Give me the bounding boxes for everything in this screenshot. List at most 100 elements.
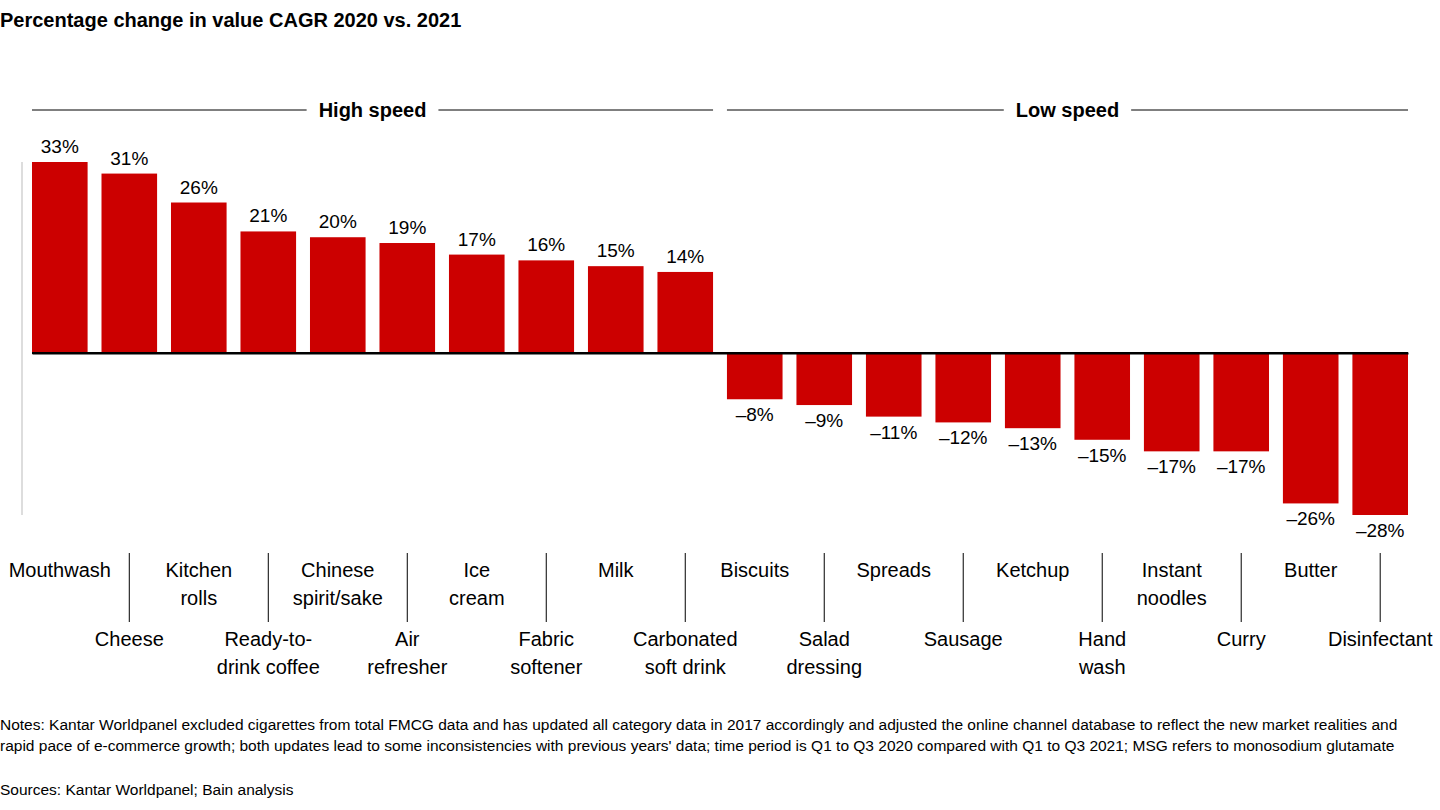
x-tick: Chinese spirit/sake (293, 353, 383, 609)
bar (796, 353, 852, 405)
label-leader (407, 553, 408, 622)
group-rule (438, 110, 713, 111)
x-tick-label: Sausage (924, 628, 1003, 650)
x-tick-label-line: Air (395, 628, 420, 650)
label-leader (546, 553, 547, 622)
x-tick-label-line: Curry (1217, 628, 1266, 650)
bars (32, 162, 1408, 515)
x-tick: Disinfectant (1328, 353, 1433, 650)
x-tick: Spreads (856, 353, 931, 581)
bar (310, 237, 366, 353)
bar (1144, 353, 1200, 451)
x-tick-label-line: Carbonated (633, 628, 738, 650)
bar (657, 272, 713, 353)
data-label: 26% (180, 177, 218, 198)
bar (1283, 353, 1339, 503)
x-tick-label-line: dressing (786, 656, 862, 678)
x-tick: Kitchen rolls (165, 353, 232, 609)
x-tick: Hand wash (1078, 353, 1126, 678)
x-tick: Ready-to-drink coffee (217, 353, 320, 678)
data-label: –28% (1356, 520, 1405, 541)
x-tick-label-line: Spreads (856, 559, 931, 581)
bar (1074, 353, 1130, 440)
data-label: 17% (458, 229, 496, 250)
label-leader (1102, 553, 1103, 622)
x-tick-label-line: wash (1078, 656, 1126, 678)
bar (588, 266, 644, 353)
x-tick-label-line: Cheese (95, 628, 164, 650)
label-leader (685, 553, 686, 622)
group-label: High speed (319, 99, 427, 121)
group-rule (32, 110, 307, 111)
x-tick-label: Carbonatedsoft drink (633, 628, 738, 678)
x-tick-label-line: rolls (180, 587, 217, 609)
bar (32, 162, 88, 353)
x-tick: Saladdressing (786, 353, 862, 678)
x-tick: Sausage (924, 353, 1003, 650)
x-tick: Ketchup (996, 353, 1069, 581)
x-tick-label-line: Ice (463, 559, 490, 581)
label-leader (824, 553, 825, 622)
x-tick-label-line: refresher (367, 656, 447, 678)
x-tick-label-line: spirit/sake (293, 587, 383, 609)
x-tick-label: Icecream (449, 559, 505, 609)
title: Percentage change in value CAGR 2020 vs.… (0, 9, 461, 31)
bar (1213, 353, 1269, 451)
x-tick-label: Instantnoodles (1137, 559, 1207, 609)
x-tick-label: Disinfectant (1328, 628, 1433, 650)
text-line: rapid pace of e-commerce growth; both up… (0, 737, 1394, 754)
data-label: –17% (1217, 456, 1266, 477)
x-tick-label-line: drink coffee (217, 656, 320, 678)
x-tick-label: Fabricsoftener (510, 628, 583, 678)
data-label: 31% (110, 148, 148, 169)
x-tick-label: Spreads (856, 559, 931, 581)
x-tick-label-line: Biscuits (720, 559, 789, 581)
x-tick-label-line: Chinese (301, 559, 374, 581)
data-label: –12% (939, 427, 988, 448)
y-axis-line (22, 162, 23, 515)
x-tick-label-line: Mouthwash (9, 559, 111, 581)
chart: Percentage change in value CAGR 2020 vs.… (0, 0, 1440, 810)
x-tick-label: Cheese (95, 628, 164, 650)
x-axis: MouthwashCheeseKitchenrollsReady-to-drin… (9, 353, 1433, 678)
x-tick-label: Curry (1217, 628, 1266, 650)
data-label: 19% (388, 217, 426, 238)
group-rule (1131, 110, 1408, 111)
x-tick-label-line: Milk (598, 559, 635, 581)
group-header: High speed (32, 99, 713, 121)
bar (1005, 353, 1061, 428)
x-axis-line (33, 352, 1409, 354)
x-tick-label: Chinese spirit/sake (293, 559, 383, 609)
source: Sources: Kantar Worldpanel; Bain analysi… (0, 781, 294, 798)
bar (171, 203, 227, 353)
label-leader (1241, 553, 1242, 622)
x-tick: Biscuits (720, 353, 789, 581)
x-tick-label-line: Instant (1142, 559, 1202, 581)
data-label: –9% (805, 410, 843, 431)
data-label: –11% (870, 422, 917, 443)
data-label: 16% (527, 234, 565, 255)
data-label: 14% (666, 246, 704, 267)
group-label: Low speed (1016, 99, 1119, 121)
x-tick-label-line: Kitchen (165, 559, 232, 581)
x-tick-label: Milk (598, 559, 635, 581)
x-tick-label: Hand wash (1078, 628, 1126, 678)
x-tick-label-line: Ready-to- (224, 628, 312, 650)
data-label: 21% (249, 205, 287, 226)
data-label: –15% (1078, 445, 1127, 466)
label-leader (963, 553, 964, 622)
x-tick: Air refresher (367, 353, 447, 678)
x-tick-label: Ready-to-drink coffee (217, 628, 320, 678)
x-tick: Cheese (95, 353, 164, 650)
x-tick: Butter (1284, 353, 1338, 581)
x-tick-label: Biscuits (720, 559, 789, 581)
data-label: –26% (1286, 508, 1335, 529)
x-tick-label: Butter (1284, 559, 1338, 581)
x-tick-label-line: Fabric (518, 628, 574, 650)
y-tick-line (32, 352, 1408, 354)
x-tick-label-line: Hand (1078, 628, 1126, 650)
x-tick: Carbonatedsoft drink (633, 353, 738, 678)
data-label: –17% (1147, 456, 1196, 477)
x-tick-label: Saladdressing (786, 628, 862, 678)
x-tick-label: Mouthwash (9, 559, 111, 581)
